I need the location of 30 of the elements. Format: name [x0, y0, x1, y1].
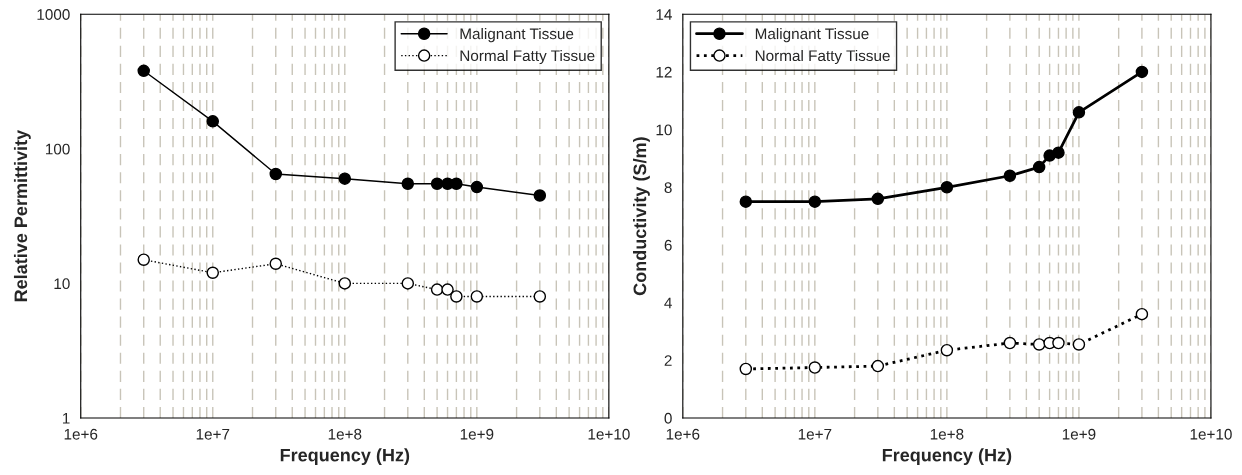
y-axis-title: Conductivity (S/m) — [633, 137, 650, 296]
legend-label: Malignant Tissue — [755, 28, 869, 43]
legend-label: Malignant Tissue — [460, 28, 574, 43]
y-tick-label: 8 — [664, 182, 672, 193]
x-tick-label: 1e+7 — [196, 428, 230, 440]
y-tick-label: 6 — [664, 239, 672, 251]
y-tick-label: 1000 — [37, 9, 70, 20]
y-tick-label: 10 — [54, 278, 70, 290]
y-tick-label: 1 — [62, 413, 70, 424]
legend-label: Normal Fatty Tissue — [460, 49, 595, 65]
legend-label: Normal Fatty Tissue — [755, 49, 890, 65]
y-axis-title: Relative Permittivity — [13, 129, 31, 302]
x-tick-label: 1e+9 — [1062, 428, 1096, 440]
x-tick-label: 1e+6 — [666, 428, 700, 440]
x-axis-title: Frequency (Hz) — [882, 448, 1012, 466]
y-tick-label: 4 — [664, 297, 672, 309]
x-tick-label: 1e+9 — [460, 428, 494, 440]
x-tick-label: 1e+10 — [1190, 428, 1232, 440]
y-tick-label: 14 — [656, 9, 672, 20]
x-tick-label: 1e+7 — [798, 428, 832, 440]
x-tick-label: 1e+8 — [328, 428, 362, 440]
x-tick-label: 1e+6 — [64, 428, 98, 440]
x-tick-label: 1e+8 — [930, 428, 964, 440]
y-tick-label: 0 — [664, 412, 672, 424]
y-tick-label: 12 — [656, 66, 672, 78]
y-tick-label: 2 — [664, 355, 672, 366]
y-tick-label: 100 — [45, 143, 70, 155]
x-tick-label: 1e+10 — [588, 428, 630, 440]
x-axis-title: Frequency (Hz) — [280, 448, 410, 466]
y-tick-label: 10 — [656, 124, 672, 136]
